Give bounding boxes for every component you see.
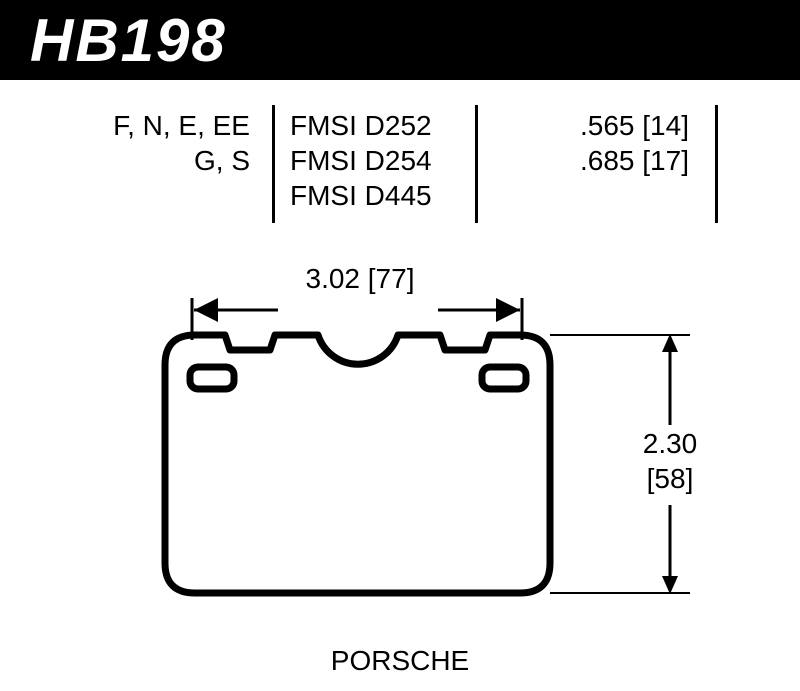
- spec-col3-line2: .685 [17]: [580, 145, 689, 177]
- height-dimension-label-1: 2.30: [635, 428, 705, 460]
- height-dimension-label-2: [58]: [635, 463, 705, 495]
- spec-divider-2: [475, 105, 478, 223]
- spec-col2-line1: FMSI D252: [290, 110, 432, 142]
- brake-pad-outline: [0, 0, 800, 691]
- height-dimension-arrow: [0, 0, 800, 691]
- spec-col1-line2: G, S: [80, 145, 250, 177]
- spec-col2-line3: FMSI D445: [290, 180, 432, 212]
- spec-col2-line2: FMSI D254: [290, 145, 432, 177]
- spec-col1-line1: F, N, E, EE: [80, 110, 250, 142]
- spec-divider-3: [715, 105, 718, 223]
- width-dimension-label: 3.02 [77]: [290, 263, 430, 295]
- spec-divider-1: [272, 105, 275, 223]
- spec-col3-line1: .565 [14]: [580, 110, 689, 142]
- part-number-title: HB198: [30, 6, 227, 75]
- vehicle-make-label: PORSCHE: [0, 645, 800, 677]
- width-dimension-arrow: [0, 0, 800, 691]
